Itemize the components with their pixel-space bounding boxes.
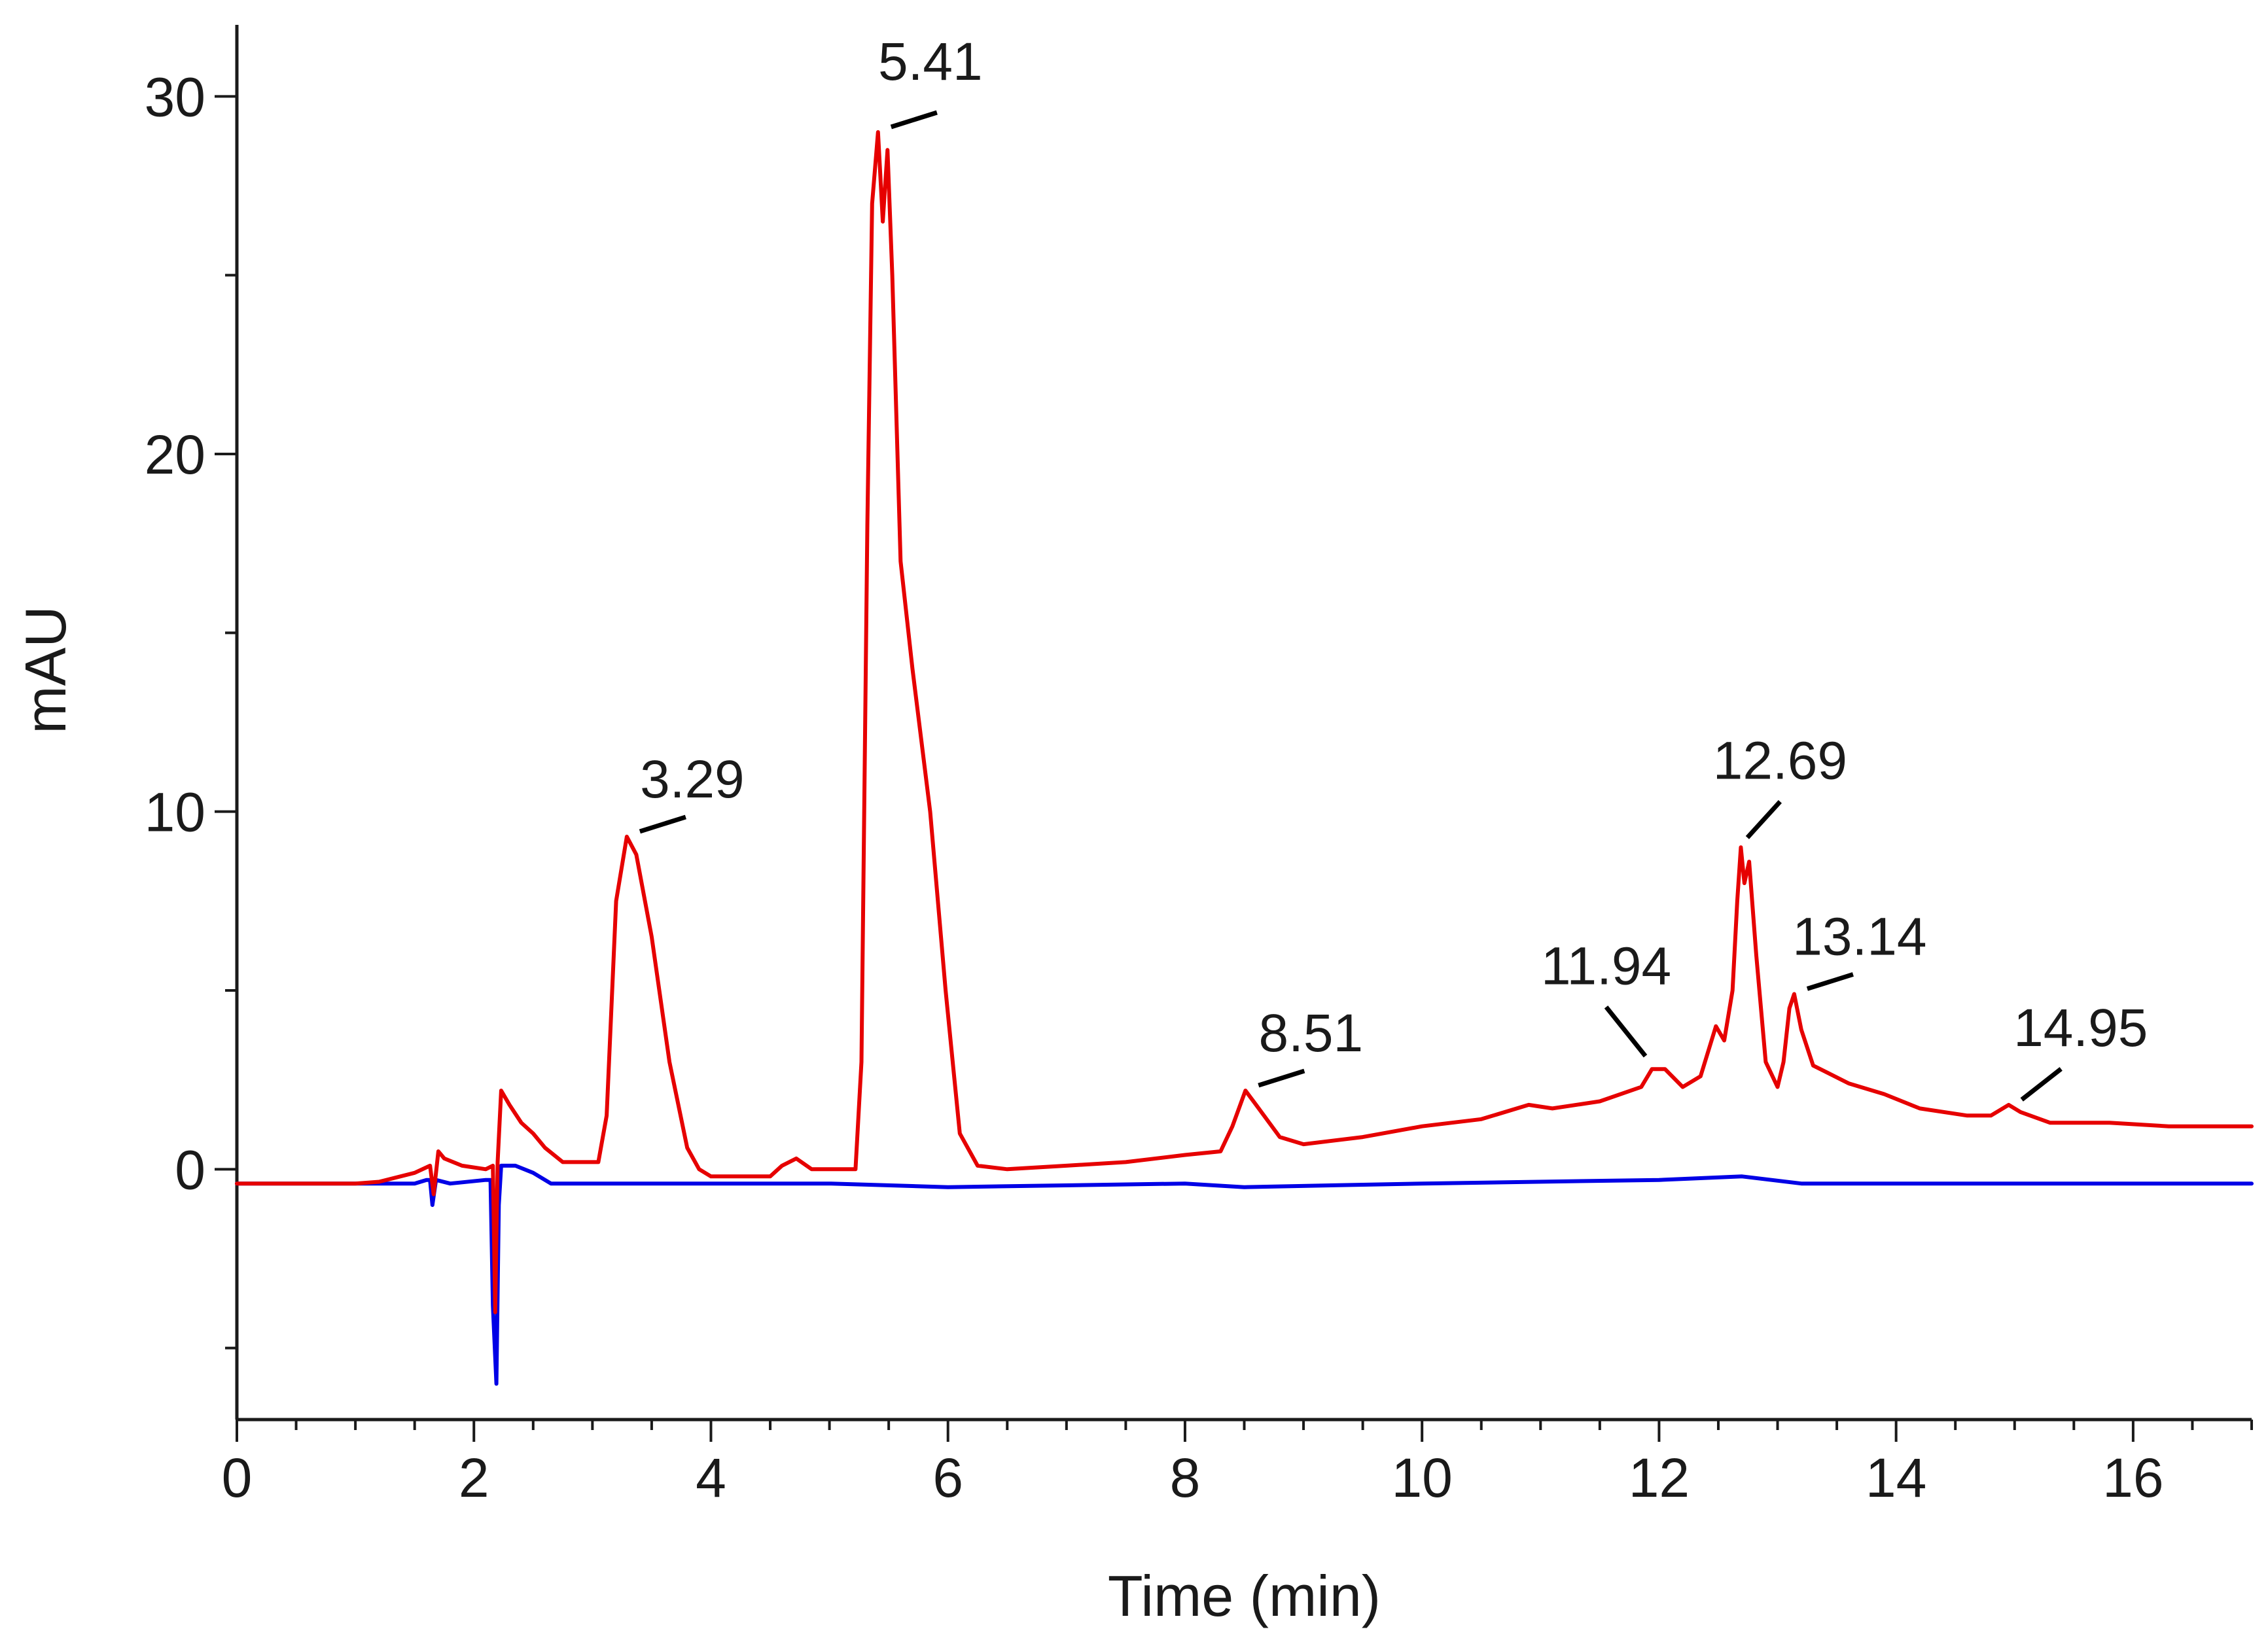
y-tick-label: 20 <box>145 424 205 485</box>
peak-label: 13.14 <box>1792 907 1926 966</box>
x-axis-title: Time (min) <box>1108 1563 1381 1628</box>
peak-leader-line <box>2020 1067 2063 1102</box>
peak-label: 12.69 <box>1713 731 1847 790</box>
peak-leader-line <box>1806 972 1854 991</box>
y-tick-label: 10 <box>145 782 205 843</box>
peak-label: 5.41 <box>878 32 983 92</box>
peak-label: 14.95 <box>2013 998 2148 1058</box>
annotation-layer: 5.41 3.29 8.51 11.94 12.69 13.14 14.95 <box>639 32 2148 1102</box>
x-tick-label: 4 <box>696 1447 726 1509</box>
axes: 0 2 4 6 8 10 12 14 16 0 10 20 30 <box>145 25 2253 1509</box>
peak-leader-line <box>1745 799 1782 839</box>
peak-label: 8.51 <box>1259 1004 1364 1063</box>
x-tick-label: 2 <box>459 1447 489 1509</box>
y-tick-label: 0 <box>175 1139 205 1200</box>
x-tick-label: 10 <box>1391 1447 1452 1509</box>
y-tick-label: 30 <box>145 66 205 128</box>
peak-leader-line <box>890 110 938 130</box>
series-line-2 <box>235 1163 2254 1386</box>
x-tick-label: 0 <box>222 1447 253 1509</box>
peak-leader-line <box>1258 1068 1305 1088</box>
y-axis-title: mAU <box>13 606 78 734</box>
series-layer <box>235 130 2254 1386</box>
peak-label: 3.29 <box>640 750 745 809</box>
x-tick-label: 14 <box>1866 1447 1926 1509</box>
x-tick-label: 12 <box>1629 1447 1690 1509</box>
peak-leader-line <box>639 814 686 834</box>
x-tick-label: 6 <box>932 1447 963 1509</box>
x-tick-label: 8 <box>1170 1447 1201 1509</box>
series-line-1 <box>235 130 2254 1314</box>
x-tick-label: 16 <box>2102 1447 2163 1509</box>
peak-leader-line <box>1604 1005 1648 1058</box>
peak-label: 11.94 <box>1541 936 1671 996</box>
